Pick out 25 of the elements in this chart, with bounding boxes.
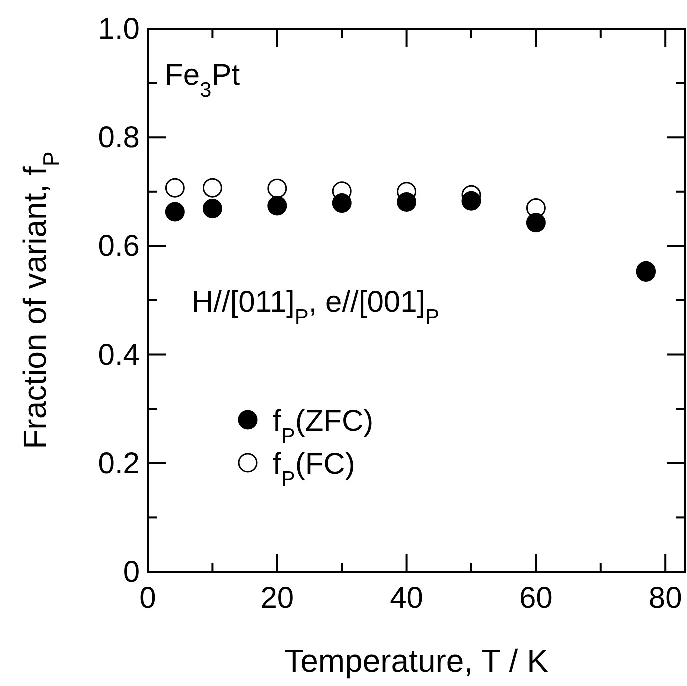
- point: [202, 178, 222, 198]
- y-tick-label: 0.2: [98, 447, 140, 480]
- y-tick-label: 0.6: [98, 230, 140, 264]
- y-tick-label: 1.0: [98, 13, 140, 46]
- y-tick-label: 0: [123, 556, 140, 589]
- legend-label: f$_{P}$(ZFC): [273, 405, 374, 448]
- point: [268, 178, 288, 198]
- x-tick-label: 20: [260, 582, 294, 615]
- point: [462, 191, 482, 211]
- x-tick-label: 40: [390, 582, 424, 615]
- x-tick-label: 60: [520, 582, 553, 615]
- point: [397, 192, 417, 212]
- point: [165, 178, 185, 198]
- legend-label: f$_{P}$(FC): [273, 448, 356, 490]
- point: [332, 194, 352, 214]
- y-tick-label: 0.8: [98, 122, 140, 155]
- x-axis-title: Temperature, T / K: [284, 643, 548, 679]
- x-tick-label: 80: [648, 582, 682, 615]
- point: [165, 202, 185, 222]
- point: [268, 196, 288, 216]
- point: [526, 213, 546, 233]
- annotation: H//[011]$_{P}$, e//[001]$_{P}$: [192, 286, 440, 328]
- annotation: Fe$_{3}$Pt: [165, 59, 241, 102]
- y-tick-label: 0.4: [98, 338, 140, 372]
- point: [202, 199, 222, 218]
